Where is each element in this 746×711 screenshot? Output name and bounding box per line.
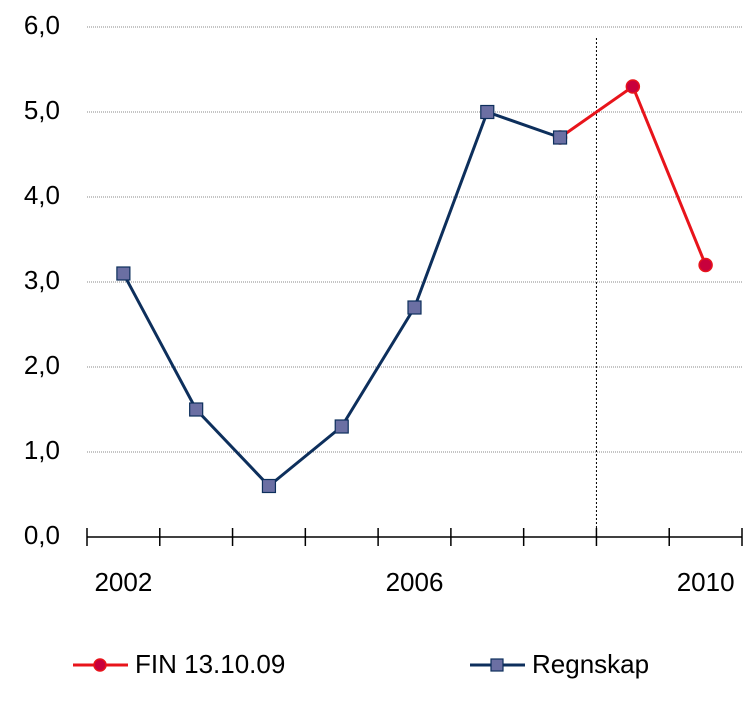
x-tick-label: 2010 bbox=[677, 567, 735, 597]
series-marker bbox=[261, 478, 277, 494]
x-tick-label: 2002 bbox=[94, 567, 152, 597]
y-tick-label: 5,0 bbox=[24, 95, 60, 125]
y-tick-label: 6,0 bbox=[24, 10, 60, 40]
y-tick-label: 0,0 bbox=[24, 520, 60, 550]
series-marker bbox=[552, 130, 568, 145]
series-marker bbox=[407, 300, 422, 315]
y-tick-label: 3,0 bbox=[24, 265, 60, 295]
legend-marker bbox=[93, 658, 107, 672]
y-tick-label: 4,0 bbox=[24, 180, 60, 210]
legend-marker bbox=[490, 658, 504, 672]
legend-label: Regnskap bbox=[532, 649, 649, 679]
series-marker bbox=[625, 79, 641, 94]
legend-label: FIN 13.10.09 bbox=[135, 649, 285, 679]
series-marker bbox=[189, 402, 204, 417]
series-line bbox=[559, 84, 707, 266]
series-marker bbox=[698, 257, 713, 273]
x-tick-label: 2006 bbox=[386, 567, 444, 597]
y-tick-label: 2,0 bbox=[24, 350, 60, 380]
y-tick-label: 1,0 bbox=[24, 435, 60, 465]
series-marker bbox=[334, 419, 349, 434]
series-marker bbox=[116, 266, 131, 281]
series-marker bbox=[480, 104, 495, 120]
